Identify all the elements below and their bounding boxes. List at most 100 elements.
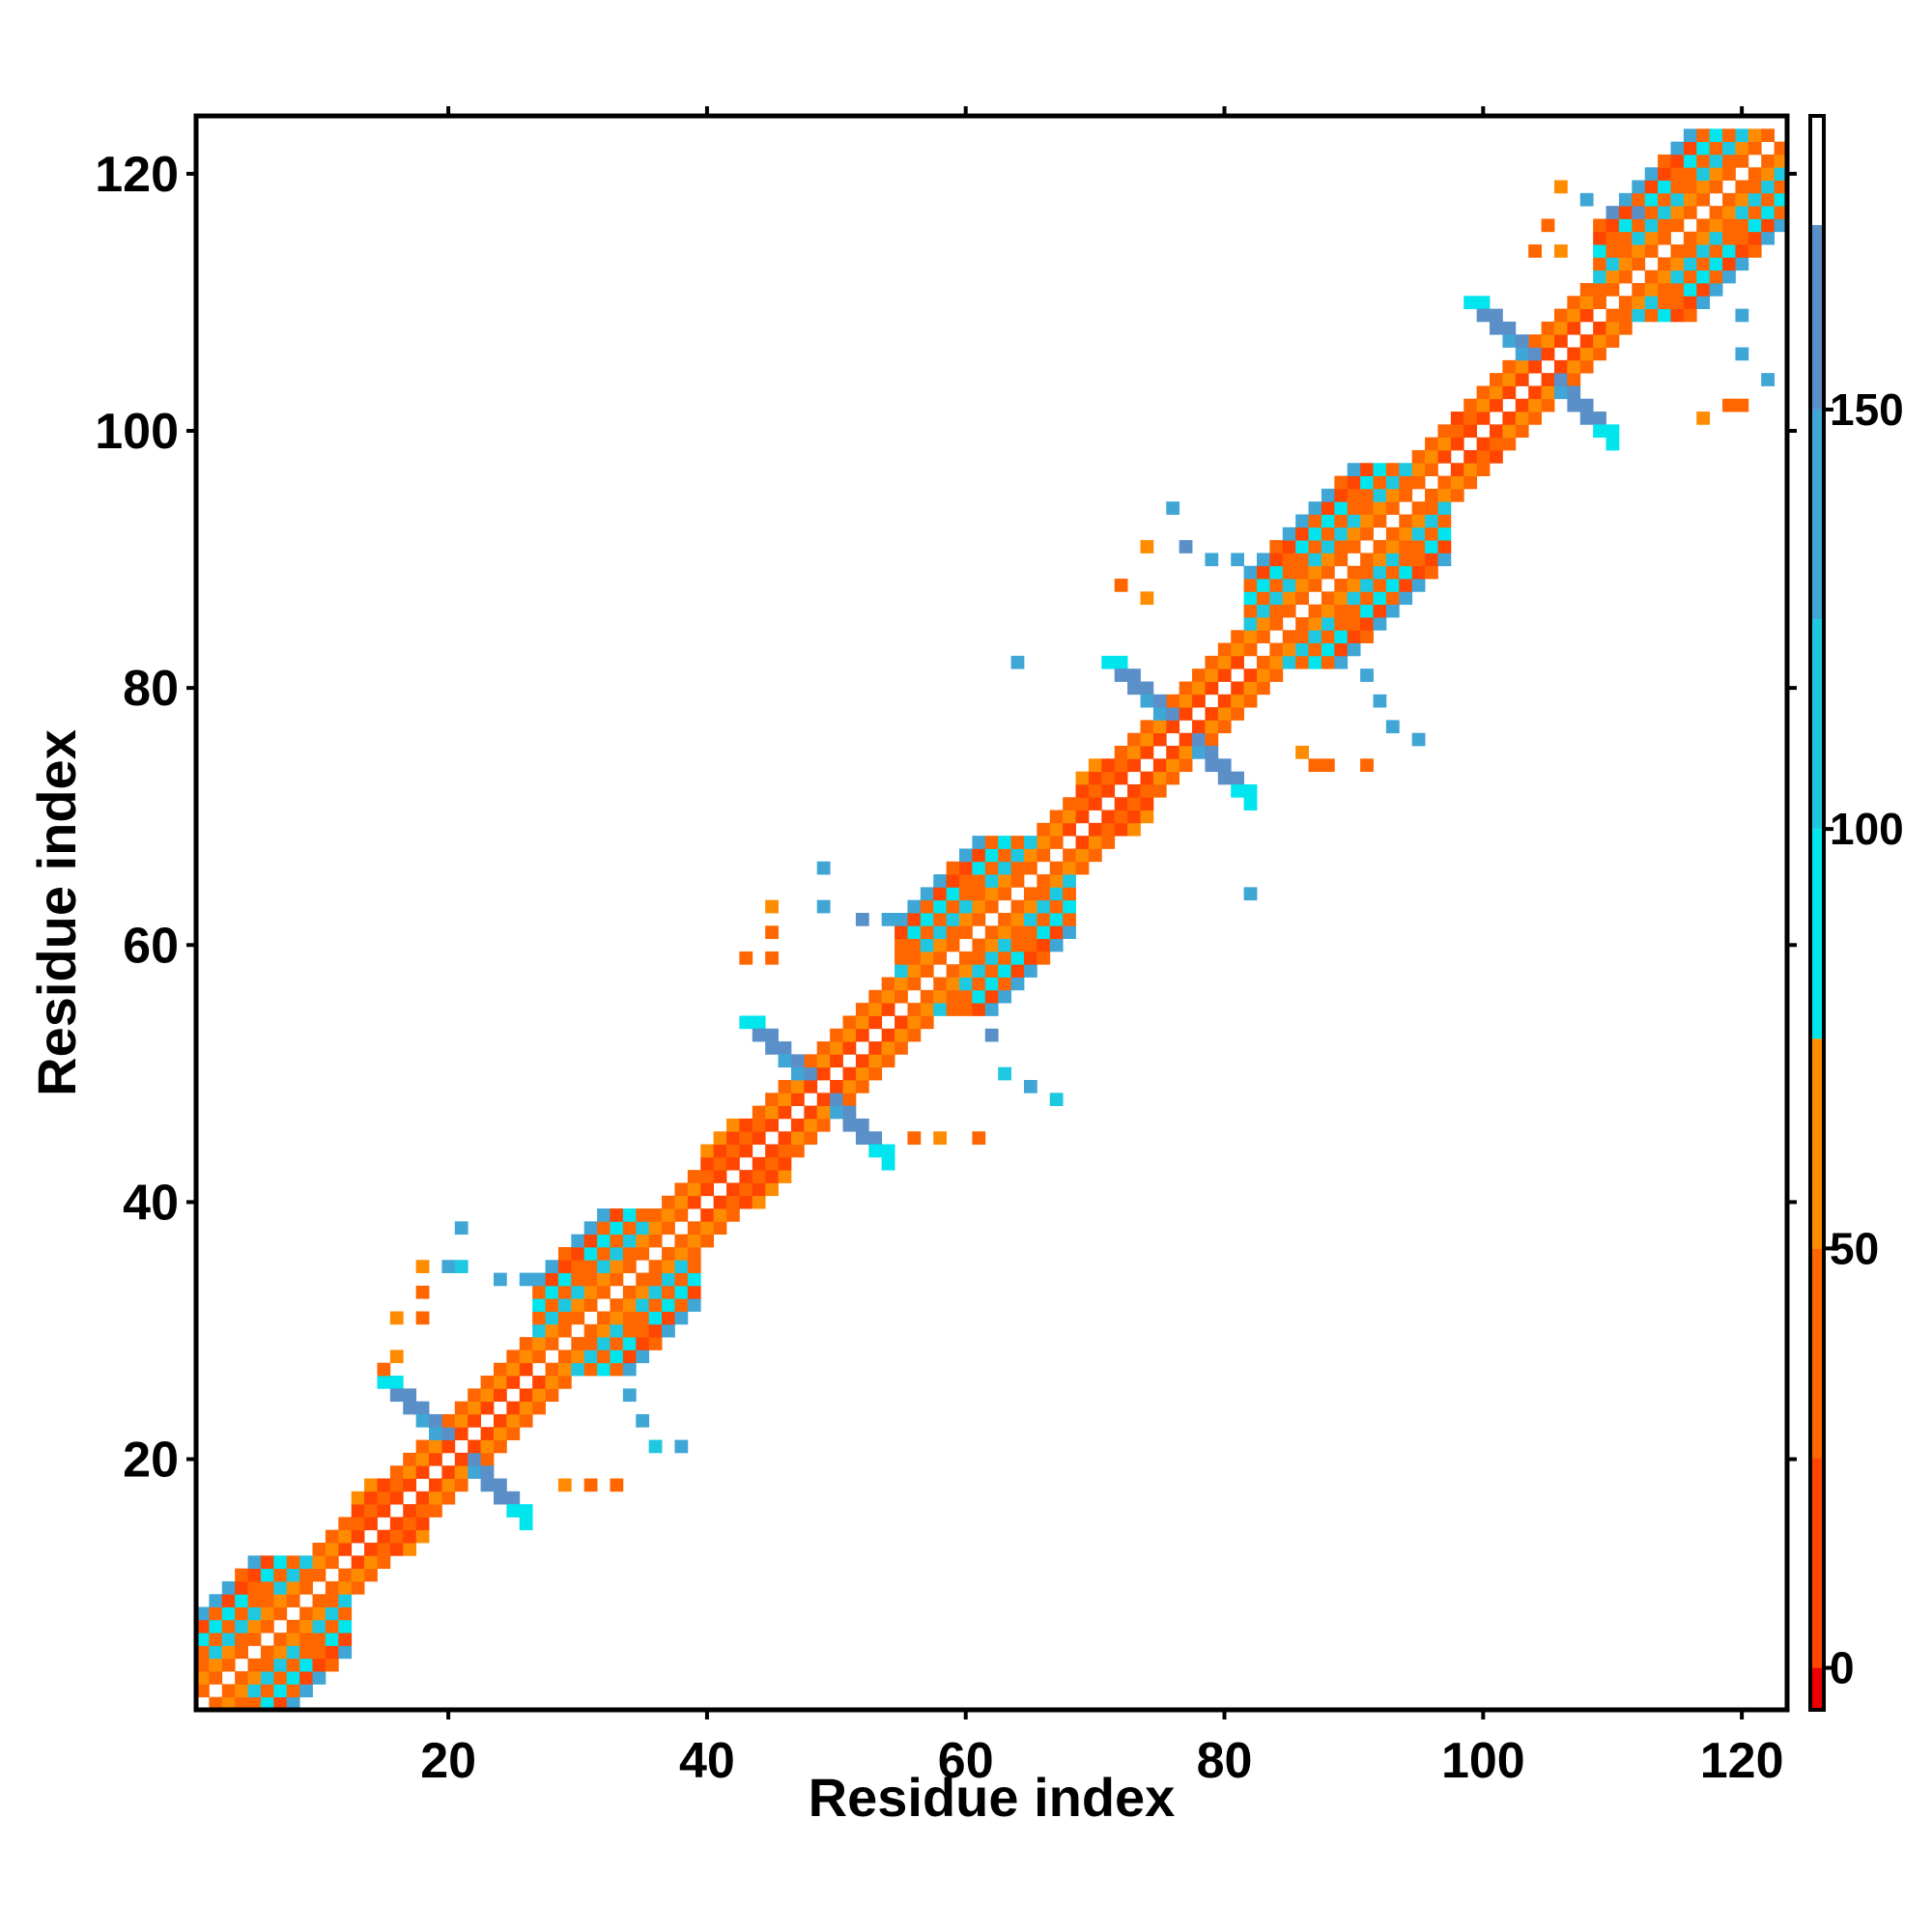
heatmap-cell	[247, 1696, 262, 1711]
heatmap-cell	[1010, 977, 1025, 991]
heatmap-cell	[739, 1118, 753, 1132]
heatmap-cell	[493, 1478, 507, 1492]
heatmap-cell	[1140, 810, 1154, 824]
heatmap-cell	[1373, 514, 1387, 528]
heatmap-cell	[403, 1388, 417, 1403]
heatmap-cell	[1231, 642, 1245, 657]
heatmap-cell	[804, 1054, 818, 1068]
heatmap-cell	[493, 1388, 507, 1403]
heatmap-cell	[1553, 359, 1568, 374]
heatmap-cell	[1373, 565, 1387, 580]
heatmap-cell	[1605, 270, 1620, 284]
heatmap-cell	[830, 1041, 843, 1055]
heatmap-cell	[622, 1285, 637, 1299]
heatmap-cell	[1127, 668, 1141, 682]
heatmap-cell	[389, 1491, 404, 1505]
heatmap-cell	[235, 1696, 248, 1711]
heatmap-cell	[998, 938, 1011, 952]
heatmap-cell	[713, 1131, 727, 1145]
heatmap-cell	[1528, 347, 1542, 361]
heatmap-cell	[920, 925, 934, 940]
heatmap-cell	[1023, 951, 1037, 965]
heatmap-cell	[1347, 463, 1361, 476]
heatmap-cell	[1567, 347, 1581, 361]
heatmap-cell	[1063, 874, 1076, 888]
heatmap-cell	[1257, 681, 1270, 696]
heatmap-cell	[1528, 359, 1542, 374]
heatmap-cell	[1321, 591, 1335, 606]
heatmap-cell	[1282, 604, 1296, 618]
heatmap-cell	[895, 951, 908, 965]
heatmap-cell	[1450, 424, 1464, 439]
heatmap-cell	[1593, 270, 1606, 284]
heatmap-cell	[325, 1580, 339, 1595]
heatmap-cell	[816, 1118, 831, 1132]
heatmap-cell	[532, 1323, 546, 1338]
heatmap-cell	[765, 1170, 779, 1183]
heatmap-cell	[545, 1285, 559, 1299]
heatmap-cell	[636, 1350, 650, 1364]
heatmap-cell	[1593, 296, 1606, 309]
heatmap-cell	[454, 1413, 469, 1428]
heatmap-cell	[403, 1478, 417, 1492]
heatmap-cell	[493, 1413, 507, 1428]
heatmap-cell	[454, 1401, 469, 1415]
heatmap-cell	[1360, 591, 1374, 606]
heatmap-cell	[855, 1003, 869, 1016]
heatmap-cell	[1373, 501, 1387, 515]
heatmap-cell	[1722, 257, 1736, 271]
heatmap-cell	[1243, 783, 1258, 798]
heatmap-cell	[1334, 514, 1349, 528]
heatmap-cell	[1037, 848, 1051, 863]
heatmap-cell	[571, 1272, 585, 1287]
heatmap-cell	[907, 1003, 922, 1016]
heatmap-cell	[1088, 797, 1102, 810]
colorbar-band	[1810, 116, 1824, 225]
heatmap-cell	[1593, 412, 1606, 425]
heatmap-cell	[648, 1260, 663, 1273]
heatmap-cell	[1373, 475, 1387, 490]
heatmap-cell	[933, 977, 948, 991]
heatmap-cell	[545, 1260, 559, 1273]
heatmap-cell	[972, 836, 986, 849]
heatmap-cell	[1399, 565, 1413, 580]
heatmap-cell	[1114, 655, 1128, 669]
heatmap-cell	[998, 913, 1011, 926]
heatmap-cell	[726, 1208, 740, 1222]
heatmap-cell	[1735, 308, 1749, 323]
heatmap-cell	[583, 1234, 598, 1248]
heatmap-cell	[196, 1645, 210, 1660]
heatmap-cell	[1023, 1079, 1037, 1094]
heatmap-cell	[868, 1131, 883, 1145]
heatmap-cell	[842, 1066, 857, 1081]
heatmap-cell	[790, 1118, 805, 1132]
heatmap-cell	[1502, 412, 1517, 425]
heatmap-cell	[1075, 810, 1090, 824]
heatmap-cell	[1037, 899, 1051, 914]
heatmap-cell	[1179, 707, 1193, 721]
heatmap-cell	[273, 1580, 288, 1595]
heatmap-cell	[687, 1195, 701, 1209]
colorbar-band	[1810, 829, 1824, 1039]
heatmap-cell	[1295, 616, 1309, 631]
heatmap-cell	[1696, 180, 1711, 194]
heatmap-cell	[1269, 565, 1284, 580]
heatmap-cell	[1127, 681, 1141, 696]
heatmap-cell	[636, 1208, 650, 1222]
heatmap-cell	[1696, 282, 1711, 297]
heatmap-cell	[1217, 694, 1232, 708]
heatmap-cell	[1735, 206, 1749, 219]
heatmap-cell	[364, 1568, 378, 1582]
heatmap-cell	[700, 1144, 715, 1158]
heatmap-cell	[662, 1311, 675, 1325]
heatmap-cell	[1761, 218, 1776, 233]
y-tick-label: 20	[123, 1433, 179, 1489]
heatmap-cell	[622, 1311, 637, 1325]
heatmap-cell	[1476, 437, 1491, 451]
heatmap-cell	[1295, 553, 1309, 567]
heatmap-cell	[1644, 308, 1659, 323]
heatmap-cell	[1618, 308, 1633, 323]
heatmap-cell	[583, 1272, 598, 1287]
heatmap-cell	[895, 964, 908, 978]
heatmap-cell	[545, 1272, 559, 1287]
